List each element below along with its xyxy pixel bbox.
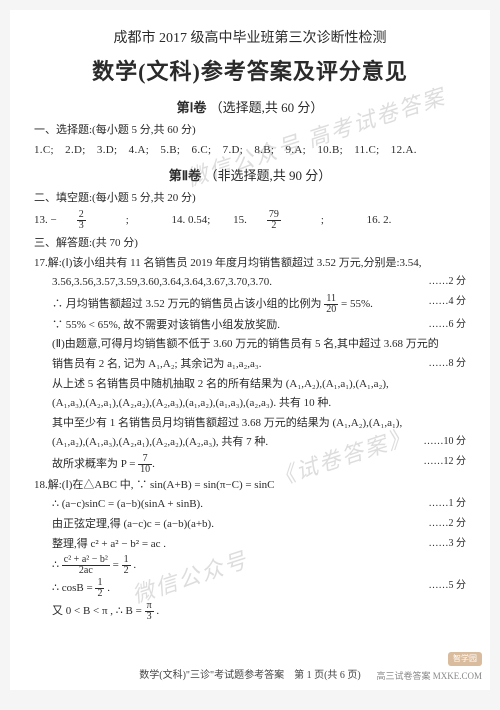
part2-note: （非选择题,共 90 分） xyxy=(204,168,331,183)
part2-title: 第Ⅱ卷 （非选择题,共 90 分） xyxy=(34,166,466,187)
mc-answers: 1.C; 2.D; 3.D; 4.A; 5.B; 6.C; 7.D; 8.B; … xyxy=(34,142,466,160)
fill-16: 16. 2. xyxy=(367,212,392,230)
header-title: 数学(文科)参考答案及评分意见 xyxy=(34,54,466,89)
section2-head: 二、填空题:(每小题 5 分,共 20 分) xyxy=(34,190,466,208)
fill-13: 13. −23; xyxy=(34,210,149,231)
section3-head: 三、解答题:(共 70 分) xyxy=(34,235,466,253)
part1-bold: 第Ⅰ卷 xyxy=(177,100,207,115)
corner-stamp: 高三试卷答案 MXKE.COM xyxy=(376,671,482,682)
section1-head: 一、选择题:(每小题 5 分,共 60 分) xyxy=(34,122,466,140)
corner-logo: 智学园 xyxy=(448,652,482,666)
exam-answer-page: 微信公众号 高考试卷答案 《试卷答案》 微信公众号 成都市 2017 级高中毕业… xyxy=(10,10,490,690)
part1-title: 第Ⅰ卷 （选择题,共 60 分） xyxy=(34,98,466,119)
fill-15: 15. 792; xyxy=(233,210,344,231)
part2-bold: 第Ⅱ卷 xyxy=(169,168,201,183)
part1-note: （选择题,共 60 分） xyxy=(210,100,324,115)
fill-answers: 13. −23; 14. 0.54; 15. 792; 16. 2. xyxy=(34,210,466,231)
header-subtitle: 成都市 2017 级高中毕业班第三次诊断性检测 xyxy=(34,28,466,50)
q17-solution: 17.解:(Ⅰ)该小组共有 11 名销售员 2019 年度月均销售额超过 3.5… xyxy=(34,255,466,475)
q18-solution: 18.解:(Ⅰ)在△ABC 中, ∵ sin(A+B) = sin(π−C) =… xyxy=(34,477,466,622)
fill-14: 14. 0.54; xyxy=(172,212,211,230)
